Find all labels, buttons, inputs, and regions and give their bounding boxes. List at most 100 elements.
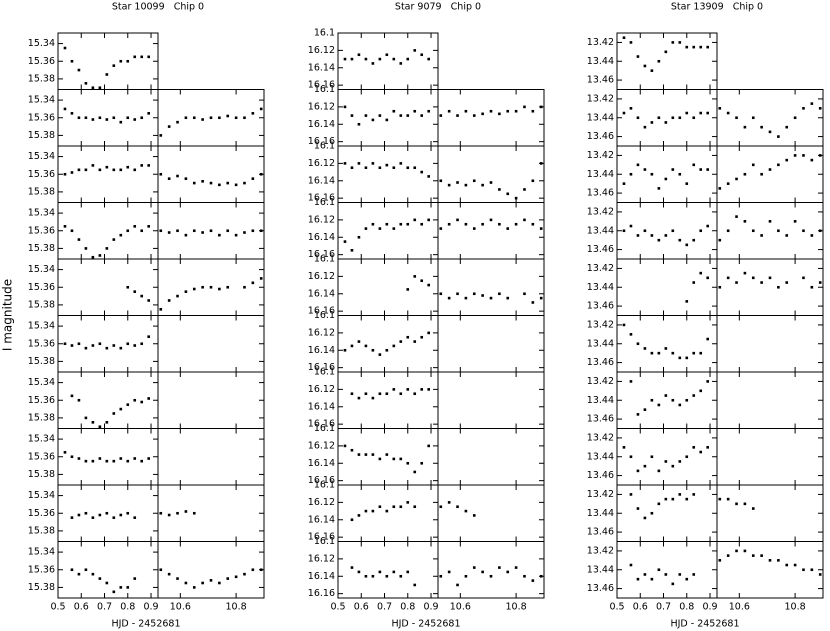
data-point [192,287,196,291]
y-tick-label: 16.16 [308,306,335,317]
data-point [768,559,772,562]
data-point [685,577,689,581]
data-point [350,566,354,569]
data-point [427,109,430,113]
data-point [650,121,654,124]
data-point [251,112,255,115]
data-point [119,168,123,172]
data-point [133,55,137,59]
y-tick-label: 16.14 [308,175,335,186]
y-tick-label: 13.44 [587,508,614,519]
data-point [671,464,675,468]
data-point [636,163,640,167]
y-tick-label: 16.1 [314,536,335,547]
data-point [119,346,123,350]
y-tick-label: 13.46 [587,244,614,255]
data-point [685,398,689,402]
data-point [793,154,797,157]
data-point [399,505,403,509]
data-point [413,583,417,587]
data-point [184,290,188,293]
data-point [385,392,389,396]
data-point [735,215,738,218]
data-point [420,388,424,391]
data-point [706,337,709,341]
data-point [793,563,797,567]
data-point [678,238,682,242]
data-point [464,574,468,578]
x-tick-label: 0.8 [679,602,694,613]
y-tick-label: 13.44 [587,282,614,293]
data-point [350,344,354,348]
data-point [413,392,417,396]
data-point [643,64,647,68]
y-tick-label: 16.16 [308,249,335,260]
data-point [802,229,805,233]
data-point [751,507,755,510]
data-point [692,493,696,496]
x-tick-label: 10.6 [729,602,750,613]
data-point [447,109,451,113]
data-point [63,451,67,454]
data-point [506,227,510,230]
data-point [371,162,375,165]
panel-frame [157,484,265,542]
data-point [105,165,109,169]
panel-frame [337,258,439,316]
data-point [413,505,417,509]
data-point [126,342,130,346]
data-point [523,292,526,296]
data-point [98,513,102,517]
data-point [531,109,535,113]
x-tick-label: 10.8 [506,602,527,613]
data-point [112,238,116,241]
x-tick-label: 0.6 [633,602,648,613]
data-point [664,347,668,350]
panel-frame [157,371,265,429]
data-point [657,59,661,63]
data-point [743,125,747,129]
data-point [456,218,459,222]
y-tick-label: 13.42 [587,93,614,104]
data-point [751,229,755,233]
data-point [251,281,255,285]
y-tick-label: 16.16 [308,419,335,430]
data-point [357,570,361,574]
data-point [126,511,130,515]
data-point [119,120,123,124]
data-point [539,574,543,578]
data-point [70,344,74,347]
data-point [751,276,755,280]
data-point [726,182,730,185]
data-point [406,57,410,61]
data-point [159,134,163,137]
panel-frame [57,145,159,203]
data-point [70,455,74,459]
panel-frame [337,428,439,486]
y-tick-label: 16.12 [308,384,335,395]
y-tick-label: 16.12 [308,271,335,282]
data-point [378,505,382,509]
data-point [357,122,361,126]
panel-frame [437,371,545,429]
data-point [664,394,668,397]
data-point [456,292,459,296]
y-tick-label: 16.16 [308,588,335,599]
data-point [498,222,501,226]
data-point [406,501,410,504]
data-point [735,281,738,284]
data-point [218,581,221,585]
data-point [768,276,772,280]
data-point [126,229,130,233]
y-tick-label: 15.36 [28,225,55,236]
data-point [392,227,396,230]
data-point [91,572,95,576]
panel-frame [437,428,545,486]
data-point [420,279,424,283]
panel-frame [437,89,545,147]
x-tick-label: 0.7 [656,602,671,613]
data-point [506,192,510,196]
data-point [706,276,709,280]
data-point [785,125,789,129]
y-tick-label: 13.42 [587,489,614,500]
